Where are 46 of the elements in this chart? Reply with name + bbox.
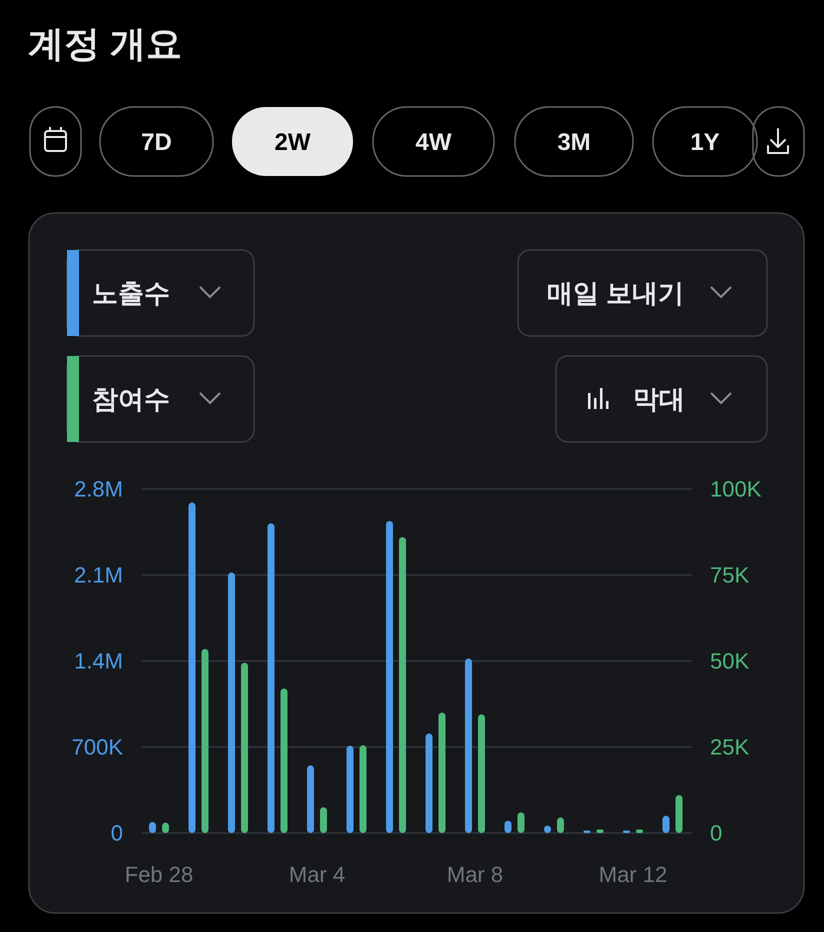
bar [662, 816, 670, 833]
text: 매일 보내기 [547, 278, 684, 308]
legend-label: 참여수 [92, 384, 170, 414]
bar [478, 714, 485, 833]
bar [268, 523, 274, 833]
bar [636, 830, 643, 833]
bar [426, 733, 432, 833]
y2-tick-label: 25K [710, 734, 750, 760]
text: 2W [274, 129, 311, 156]
text: 1Y [690, 129, 720, 156]
bar [465, 658, 472, 833]
y2-tick-label: 75K [710, 562, 750, 588]
legend-label: 노출수 [92, 278, 170, 308]
bar [518, 812, 524, 833]
bar [346, 746, 354, 833]
bar [399, 537, 406, 833]
chart-title: 계정 개요 [28, 23, 182, 64]
bar [676, 795, 682, 833]
text: 3M [557, 129, 591, 156]
y-tick-label: 2.1M [74, 562, 123, 588]
x-tick-label: Mar 8 [446, 862, 504, 887]
bar [596, 830, 604, 833]
y-tick-label: 0 [110, 820, 123, 846]
bar [280, 688, 288, 833]
x-tick-label: Feb 28 [124, 862, 194, 887]
y2-tick-label: 100K [710, 476, 762, 502]
x-tick-label: Mar 4 [288, 862, 346, 887]
y-tick-label: 700K [72, 734, 124, 760]
bar [360, 745, 366, 833]
bar [228, 572, 235, 833]
text: 7D [141, 129, 172, 156]
y-tick-label: 2.8M [74, 476, 123, 502]
bar [386, 520, 393, 833]
bar [188, 502, 196, 833]
text: 4W [416, 129, 452, 156]
y2-tick-label: 0 [710, 820, 722, 846]
x-tick-label: Mar 12 [598, 862, 668, 887]
y2-tick-label: 50K [710, 648, 750, 674]
text: 막대 [633, 384, 685, 414]
bar [438, 712, 446, 833]
bar [307, 765, 314, 833]
y-tick-label: 1.4M [74, 648, 123, 674]
bar [557, 818, 564, 833]
bar [202, 648, 208, 833]
bar [320, 807, 327, 833]
bar [241, 662, 248, 833]
